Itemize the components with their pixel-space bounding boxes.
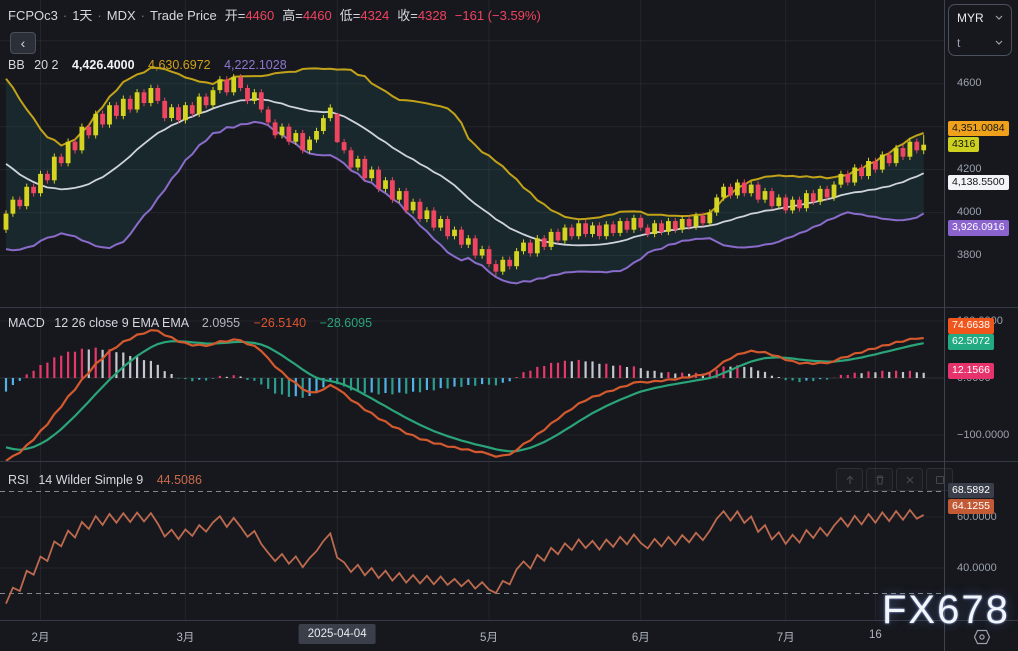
symbol-header[interactable]: FCPOc3 · 1天 · MDX · Trade Price 开=4460 高=4460 低=4… xyxy=(8,5,541,24)
price-axis-border xyxy=(944,0,945,651)
axis-value-badge: 62.5072 xyxy=(948,334,994,350)
close-icon xyxy=(906,476,913,483)
pane-divider-main-macd[interactable] xyxy=(0,307,1018,308)
bollinger-legend[interactable]: BB 20 2 4,426.4000 4,630.6972 4,222.1028 xyxy=(8,58,287,72)
rsi-params: 14 Wilder Simple 9 xyxy=(38,473,144,487)
axis-tick-label: 40.0000 xyxy=(957,561,997,574)
macd-name: MACD xyxy=(8,316,45,330)
time-tick-label: 6月 xyxy=(631,632,650,644)
trash-icon xyxy=(876,474,883,485)
time-tick-label: 2月 xyxy=(31,632,50,644)
close-value: 4328 xyxy=(417,8,447,23)
high-label: 高= xyxy=(282,8,303,23)
macd-signal-value: −28.6095 xyxy=(319,316,373,330)
unit-value: t xyxy=(957,35,961,50)
rsi-pane-canvas[interactable] xyxy=(0,462,944,620)
time-tick-label: 7月 xyxy=(776,632,795,644)
high-value: 4460 xyxy=(302,8,332,23)
open-label: 开= xyxy=(224,8,246,23)
time-tick-label: 16 xyxy=(868,629,882,641)
unit-dropdown[interactable]: t xyxy=(949,30,1011,55)
macd-line-value: −26.5140 xyxy=(253,316,307,330)
back-button[interactable]: ‹ xyxy=(10,32,36,54)
open-value: 4460 xyxy=(245,8,275,23)
close-pane-button[interactable] xyxy=(896,468,923,491)
time-tick-label: 3月 xyxy=(176,632,195,644)
time-axis-border xyxy=(0,620,1018,621)
exchange-label: MDX xyxy=(106,8,136,23)
arrow-up-icon xyxy=(846,475,853,484)
axis-value-badge: 68.5892 xyxy=(948,482,994,499)
pane-hover-toolbar xyxy=(836,468,953,491)
axis-tick-label: 4000 xyxy=(957,206,982,219)
axis-value-badge: 4,138.5500 xyxy=(948,174,1009,191)
chevron-down-icon xyxy=(995,15,1003,20)
maximize-pane-button[interactable] xyxy=(926,468,953,491)
rsi-name: RSI xyxy=(8,473,29,487)
crosshair-date-badge: 2025-04-04 xyxy=(298,624,376,644)
delete-pane-button[interactable] xyxy=(866,468,893,491)
macd-params: 12 26 close 9 EMA EMA xyxy=(54,316,189,330)
separator-dot: · xyxy=(97,8,102,23)
price-axis-column[interactable]: 460044004200400038004,351.008443164,138.… xyxy=(945,0,1018,651)
separator-dot: · xyxy=(140,8,145,23)
maximize-icon xyxy=(935,475,944,484)
change-value: −161 (−3.59%) xyxy=(454,8,541,23)
bb-upper-value: 4,630.6972 xyxy=(148,58,211,72)
bb-lower-value: 4,222.1028 xyxy=(224,58,287,72)
axis-value-badge: 12.1566 xyxy=(948,363,994,379)
axis-value-badge: 74.6638 xyxy=(948,318,994,334)
gear-hexagon-icon xyxy=(973,629,991,645)
symbol-name[interactable]: FCPOc3 xyxy=(8,8,58,23)
axis-tick-label: 3800 xyxy=(957,249,982,261)
time-tick-label: 5月 xyxy=(480,632,498,644)
interval-label[interactable]: 1天 xyxy=(72,8,93,23)
currency-value: MYR xyxy=(957,10,984,25)
series-type-label: Trade Price xyxy=(150,8,217,23)
rsi-value: 44.5086 xyxy=(156,473,202,487)
axis-tick-label: 4600 xyxy=(957,77,982,90)
close-label: 收= xyxy=(397,8,418,23)
chevron-down-icon xyxy=(995,40,1003,45)
macd-legend[interactable]: MACD 12 26 close 9 EMA EMA 2.0955 −26.51… xyxy=(8,316,372,330)
pane-divider-macd-rsi[interactable] xyxy=(0,461,1018,462)
bb-name: BB xyxy=(8,58,25,72)
price-pane-canvas[interactable] xyxy=(0,0,944,307)
bb-basis-value: 4,426.4000 xyxy=(72,58,135,72)
low-label: 低= xyxy=(339,8,361,23)
macd-hist-value: 2.0955 xyxy=(201,316,241,330)
macd-pane-canvas[interactable] xyxy=(0,308,944,461)
axis-value-badge: 64.1255 xyxy=(948,498,994,515)
separator-dot: · xyxy=(62,8,68,23)
axis-value-badge: 3,926.0916 xyxy=(948,220,1009,236)
axis-value-badge: 4,351.0084 xyxy=(948,120,1009,137)
axis-tick-label: −100.0000 xyxy=(957,428,1010,441)
currency-dropdown[interactable]: MYR xyxy=(949,5,1011,30)
axis-value-badge: 4316 xyxy=(948,136,980,153)
rsi-legend[interactable]: RSI 14 Wilder Simple 9 44.5086 xyxy=(8,473,202,487)
low-value: 4324 xyxy=(360,8,390,23)
axis-tick-label: 4200 xyxy=(957,163,982,176)
bb-params: 20 2 xyxy=(34,58,59,72)
axis-settings-button[interactable] xyxy=(972,628,992,651)
move-pane-up-button[interactable] xyxy=(836,468,863,491)
axis-unit-selector: MYR t xyxy=(948,4,1012,56)
time-axis[interactable]: 2月 3月 2025-04-04 5月 6月 7月 16 xyxy=(0,621,944,651)
back-chevron-icon: ‹ xyxy=(20,35,26,51)
